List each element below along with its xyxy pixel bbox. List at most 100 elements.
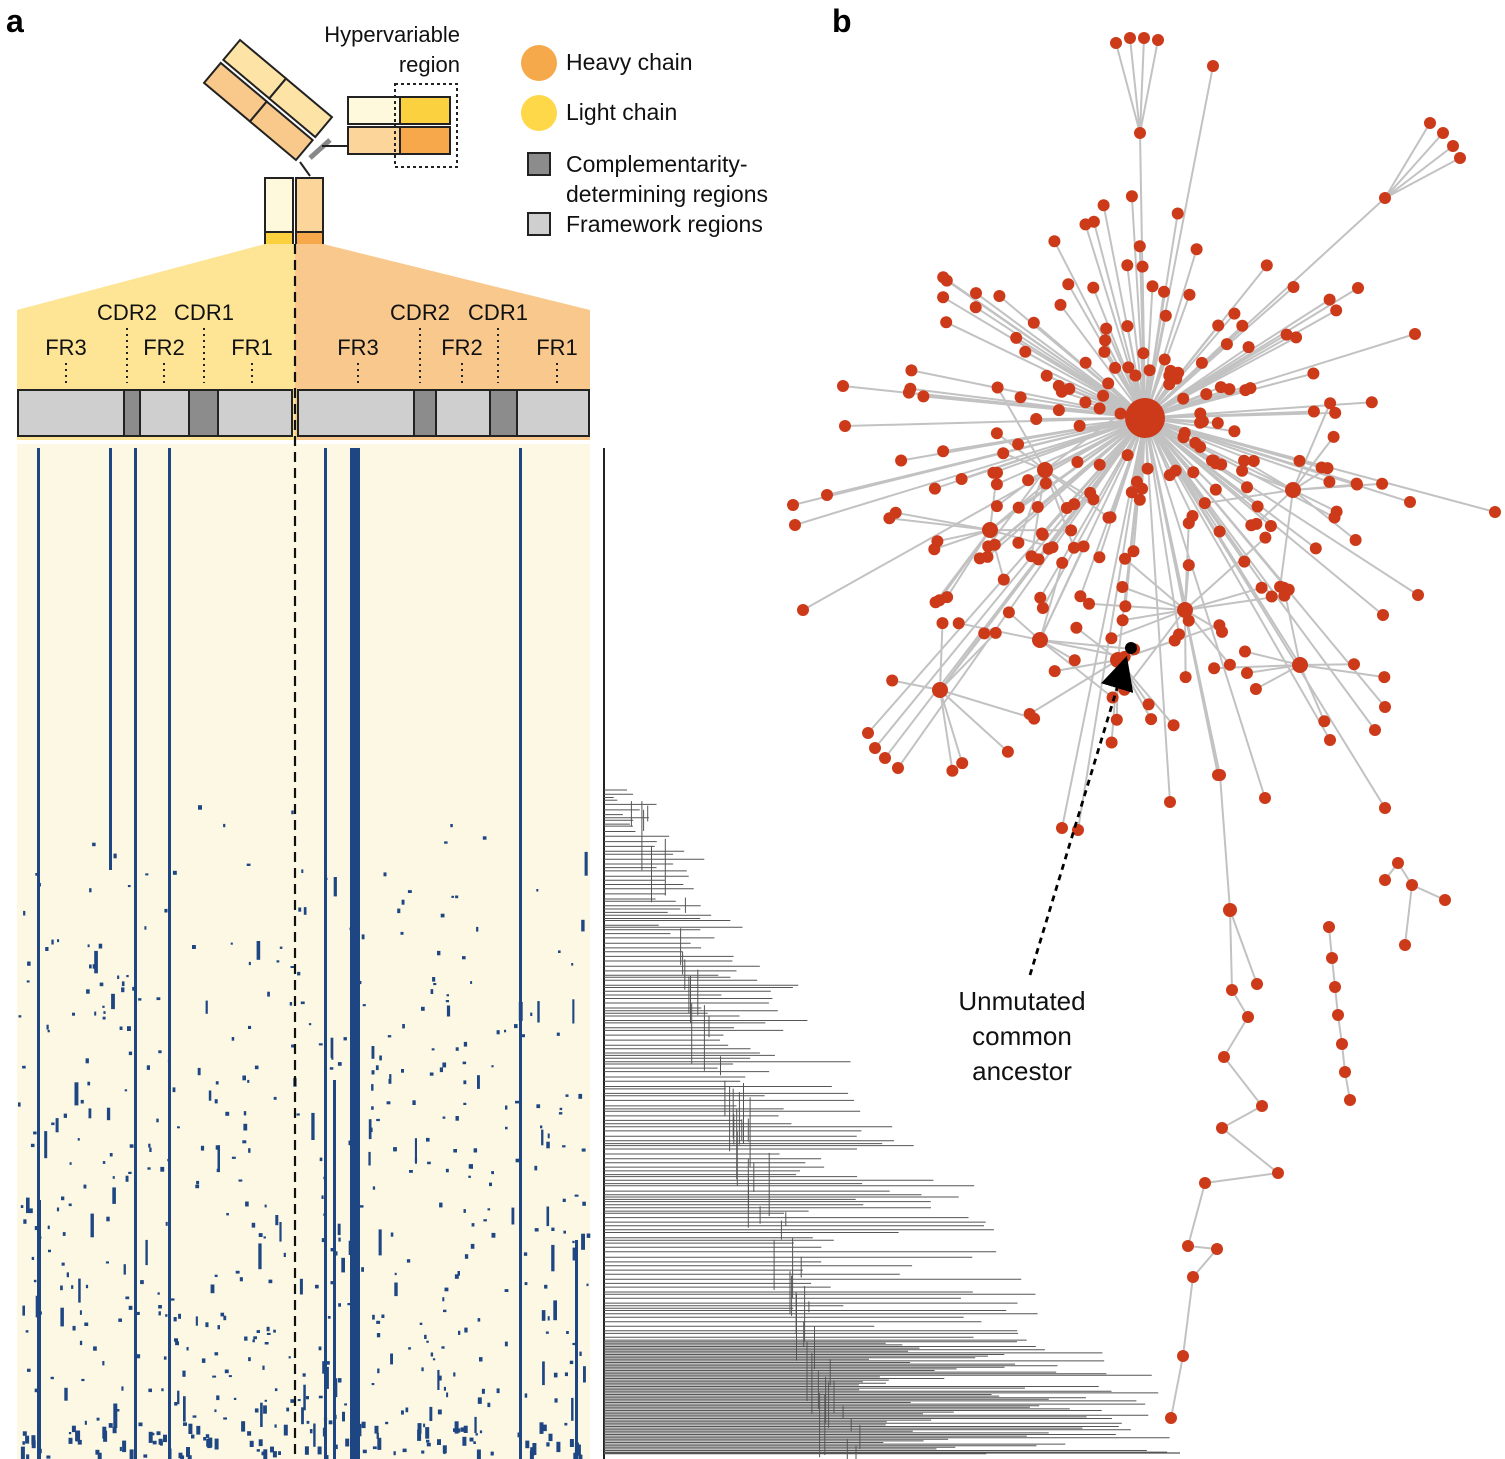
lineage-node bbox=[1136, 260, 1149, 273]
lineage-node bbox=[928, 482, 941, 495]
mutation-mark bbox=[158, 1438, 163, 1445]
lineage-node bbox=[1318, 715, 1331, 728]
lineage-node bbox=[1087, 493, 1100, 506]
lineage-node bbox=[1265, 590, 1278, 603]
lineage-edge bbox=[1039, 639, 1125, 658]
mutation-mark bbox=[425, 1427, 430, 1439]
lineage-node bbox=[1087, 281, 1100, 294]
lineage-node bbox=[1259, 792, 1271, 804]
mutation-mark bbox=[460, 1427, 465, 1432]
lineage-node bbox=[1220, 338, 1233, 351]
lineage-edge bbox=[1088, 602, 1186, 611]
mutation-mark bbox=[372, 1314, 375, 1320]
mutation-mark bbox=[572, 1240, 575, 1244]
lineage-node bbox=[1012, 501, 1025, 514]
mutation-mark bbox=[96, 1417, 100, 1421]
lineage-node bbox=[1285, 482, 1301, 498]
lineage-edge bbox=[1122, 609, 1186, 622]
lineage-node bbox=[1211, 1243, 1223, 1255]
region-label-light-fr3: FR3 bbox=[45, 335, 87, 360]
mutation-mark bbox=[477, 1075, 480, 1089]
lineage-node bbox=[1079, 396, 1092, 409]
mutation-mark bbox=[556, 1032, 560, 1036]
mutation-mark bbox=[268, 1279, 273, 1284]
mutation-mark bbox=[330, 1281, 334, 1285]
mutation-mark bbox=[85, 1284, 89, 1289]
lineage-node bbox=[952, 617, 965, 630]
mutation-mark bbox=[301, 869, 304, 873]
mutation-mark bbox=[423, 1423, 426, 1428]
mutation-mark bbox=[371, 1106, 374, 1110]
lineage-edge bbox=[1299, 664, 1326, 722]
mutation-mark bbox=[462, 1061, 467, 1065]
lineage-edge bbox=[1144, 417, 1171, 803]
mutation-mark bbox=[89, 964, 92, 969]
mutation-mark bbox=[469, 1437, 474, 1442]
lineage-edge bbox=[1229, 909, 1233, 991]
lineage-edge bbox=[1170, 1355, 1184, 1419]
mutation-mark bbox=[172, 1087, 176, 1093]
lineage-edge bbox=[1244, 650, 1301, 666]
mutation-mark bbox=[324, 1455, 329, 1459]
mutation-mark bbox=[201, 1358, 206, 1363]
mutation-mark bbox=[426, 1340, 429, 1343]
lineage-edge bbox=[1384, 145, 1454, 199]
lineage-node bbox=[1293, 454, 1306, 467]
lineage-edge bbox=[1384, 122, 1431, 199]
mutation-mark bbox=[309, 1429, 313, 1434]
mutation-mark bbox=[119, 1026, 123, 1030]
lineage-node bbox=[990, 478, 1003, 491]
mutation-mark bbox=[326, 1366, 329, 1389]
mutation-mark bbox=[119, 1446, 122, 1452]
mutation-mark bbox=[328, 1420, 333, 1425]
lineage-node bbox=[1280, 328, 1293, 341]
mutation-mark bbox=[266, 1332, 271, 1335]
mutation-mark bbox=[385, 1421, 389, 1425]
lineage-node bbox=[1424, 117, 1436, 129]
lineage-edge bbox=[897, 417, 1146, 769]
mutation-mark bbox=[77, 1138, 80, 1141]
mutation-mark bbox=[377, 1437, 382, 1450]
mutation-mark bbox=[563, 1230, 566, 1234]
lineage-node bbox=[1116, 614, 1129, 627]
mutation-mark bbox=[393, 1451, 396, 1456]
mutation-mark bbox=[371, 1084, 374, 1091]
mutation-mark bbox=[148, 1388, 152, 1393]
mutation-mark bbox=[60, 1307, 64, 1327]
mutation-mark bbox=[437, 1409, 442, 1415]
mutation-mark bbox=[348, 1140, 352, 1146]
mutation-mark bbox=[283, 1424, 288, 1436]
lineage-node bbox=[1062, 278, 1075, 291]
mutation-mark bbox=[524, 1393, 528, 1398]
lineage-node bbox=[1214, 381, 1227, 394]
mutation-mark bbox=[145, 1239, 148, 1266]
lineage-node bbox=[1068, 541, 1080, 554]
mutation-mark bbox=[386, 1101, 391, 1105]
lineage-edge bbox=[1122, 586, 1186, 611]
mutation-mark bbox=[226, 1213, 229, 1216]
lineage-node bbox=[1256, 1100, 1268, 1112]
mutation-mark bbox=[170, 1298, 175, 1301]
mutation-mark bbox=[463, 1102, 467, 1105]
mutation-mark bbox=[290, 966, 294, 968]
lineage-node bbox=[1209, 483, 1222, 496]
mutation-mark bbox=[470, 1164, 473, 1169]
mutation-mark bbox=[61, 1196, 65, 1201]
mutation-mark bbox=[338, 1237, 341, 1242]
mutation-mark bbox=[401, 1410, 404, 1415]
lineage-edge bbox=[802, 417, 1146, 611]
mutation-mark bbox=[361, 934, 365, 940]
mutation-mark bbox=[582, 1201, 586, 1206]
fr-swatch bbox=[527, 212, 551, 236]
mutation-mark bbox=[89, 888, 92, 893]
mutation-mark bbox=[143, 1454, 148, 1458]
mutation-mark bbox=[439, 1067, 443, 1073]
mutation-mark bbox=[546, 1141, 550, 1149]
lineage-node bbox=[862, 727, 874, 739]
lineage-node bbox=[1177, 1350, 1189, 1362]
mutation-mark bbox=[583, 1366, 586, 1383]
mutation-mark bbox=[214, 1438, 219, 1450]
lineage-node bbox=[1378, 671, 1391, 684]
mutation-mark bbox=[548, 1433, 553, 1442]
lineage-node bbox=[1264, 520, 1277, 532]
